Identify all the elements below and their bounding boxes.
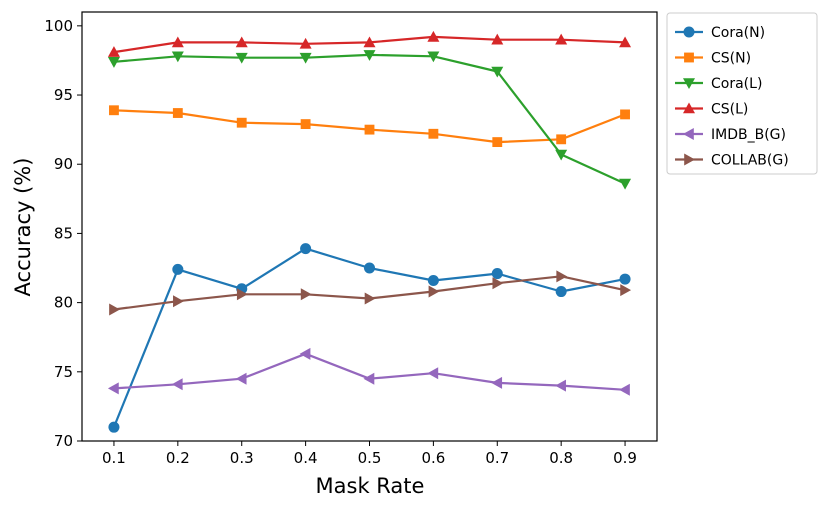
data-point <box>492 137 503 148</box>
data-point <box>363 36 376 48</box>
series-collab-g <box>109 270 632 316</box>
legend-label: Cora(L) <box>711 76 762 92</box>
legend-marker <box>683 102 695 114</box>
data-point <box>491 33 504 45</box>
data-point <box>107 46 120 57</box>
x-tick-label: 0.3 <box>230 449 254 467</box>
legend-label: Cora(N) <box>711 25 765 41</box>
legend-label: CS(L) <box>711 102 748 118</box>
data-point <box>236 117 247 128</box>
data-point <box>299 37 312 49</box>
data-point <box>491 268 503 280</box>
x-tick-label: 0.5 <box>358 449 382 467</box>
x-axis: 0.1 0.2 0.3 0.4 0.5 0.6 0.7 0.8 0.9 <box>102 441 637 467</box>
data-point <box>171 36 184 48</box>
data-point <box>619 36 632 48</box>
series-cs-l <box>107 30 632 57</box>
x-tick-label: 0.9 <box>613 449 637 467</box>
data-point <box>109 303 120 316</box>
data-point <box>108 421 120 433</box>
data-point <box>171 378 183 391</box>
x-axis-title: Mask Rate <box>316 474 425 498</box>
data-point <box>172 263 184 275</box>
series-cora-n <box>108 243 631 433</box>
x-tick-label: 0.4 <box>294 449 318 467</box>
y-tick-label: 85 <box>54 224 73 242</box>
series-line-cora-l <box>113 53 626 185</box>
data-point <box>107 382 119 395</box>
data-point <box>427 367 439 380</box>
data-point <box>555 149 568 161</box>
y-axis-title: Accuracy (%) <box>11 158 35 297</box>
data-point <box>172 108 183 118</box>
data-point <box>300 119 311 130</box>
data-point <box>299 347 311 360</box>
y-tick-label: 80 <box>54 294 73 312</box>
legend-marker <box>684 153 695 166</box>
data-point <box>300 288 312 301</box>
legend-label: CS(N) <box>711 51 751 67</box>
data-point <box>171 51 184 63</box>
series-line-cora-n <box>112 247 626 428</box>
y-axis: 70 75 80 85 90 95 100 <box>44 17 82 450</box>
data-point <box>363 262 376 274</box>
data-point <box>492 277 504 290</box>
data-point <box>173 295 184 308</box>
x-tick-label: 0.6 <box>421 449 445 467</box>
series-imdb-b-g <box>107 347 630 396</box>
data-point <box>427 30 440 42</box>
plot-area <box>81 11 658 442</box>
series-line-imdb-b-g <box>113 352 626 391</box>
data-point <box>555 33 568 45</box>
data-point <box>109 105 119 116</box>
legend-marker <box>684 52 694 63</box>
x-tick-label: 0.7 <box>485 449 509 467</box>
legend-label: COLLAB(G) <box>711 153 789 169</box>
data-point <box>620 284 632 297</box>
data-point <box>556 134 567 145</box>
series-line-collab-g <box>113 275 626 311</box>
y-tick-label: 70 <box>54 432 73 450</box>
data-point <box>427 51 440 63</box>
data-point <box>235 372 247 385</box>
data-point <box>620 109 630 120</box>
data-point <box>364 124 375 135</box>
series-cora-l <box>107 50 632 190</box>
y-tick-label: 95 <box>54 86 73 104</box>
data-point <box>491 66 504 78</box>
data-point <box>619 383 630 396</box>
data-point <box>619 178 632 190</box>
data-point <box>299 52 312 64</box>
series-cs-n <box>109 105 630 148</box>
data-point <box>427 274 439 286</box>
data-point <box>236 288 248 301</box>
y-tick-label: 90 <box>54 155 73 173</box>
data-point <box>107 57 120 68</box>
y-tick-label: 100 <box>44 17 73 35</box>
data-point <box>428 128 439 139</box>
data-point <box>619 273 631 285</box>
legend-box <box>666 12 818 175</box>
x-tick-label: 0.1 <box>102 449 126 467</box>
data-point <box>363 372 375 385</box>
legend-label: IMDB_B(G) <box>711 127 786 143</box>
data-point <box>428 285 440 298</box>
legend: Cora(N) CS(N) Cora(L) CS(L) IMDB_B(G) COLLAB(… <box>666 12 818 175</box>
x-tick-label: 0.8 <box>549 449 573 467</box>
x-tick-label: 0.2 <box>166 449 190 467</box>
data-point <box>235 36 248 48</box>
data-point <box>555 286 567 298</box>
legend-marker <box>683 26 695 38</box>
data-point <box>235 52 248 64</box>
legend-marker <box>683 78 695 89</box>
data-point <box>491 376 503 389</box>
y-tick-label: 75 <box>54 363 73 381</box>
data-point <box>556 270 568 283</box>
data-point <box>363 50 376 61</box>
data-point <box>364 292 376 305</box>
legend-marker <box>683 128 694 140</box>
data-point <box>300 243 312 255</box>
data-point <box>555 379 566 392</box>
